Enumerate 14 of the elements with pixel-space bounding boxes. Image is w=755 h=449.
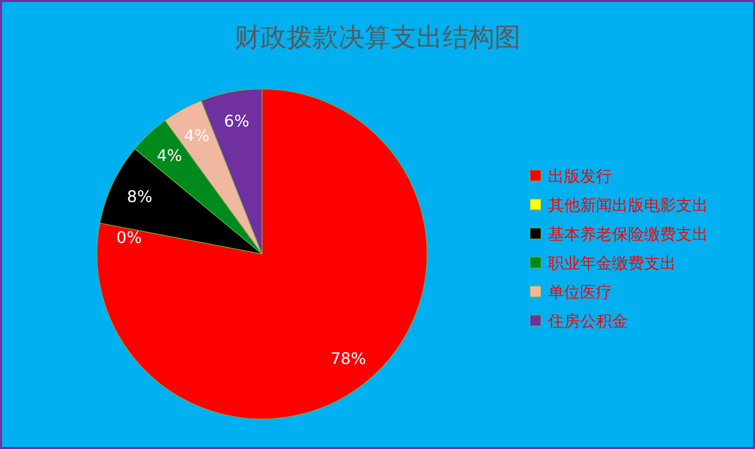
text: 0% (116, 228, 142, 248)
legend-label: 基本养老保险缴费支出 (548, 224, 708, 244)
chart-title: 财政拨款决算支出结构图 (234, 23, 520, 53)
data-label: 78% (330, 348, 366, 368)
pie-slice (96, 88, 428, 420)
legend-label: 单位医疗 (548, 282, 612, 302)
data-label: 6% (224, 112, 250, 131)
legend-label: 职业年金缴费支出 (548, 254, 676, 273)
data-label: 8% (126, 186, 152, 206)
legend-label: 住房公积金 (547, 312, 628, 331)
legend-label: 出版发行 (548, 166, 612, 186)
data-label: 4% (156, 146, 182, 165)
data-label: 4% (184, 126, 210, 146)
legend-label: 其他新闻出版电影支出 (548, 196, 708, 215)
